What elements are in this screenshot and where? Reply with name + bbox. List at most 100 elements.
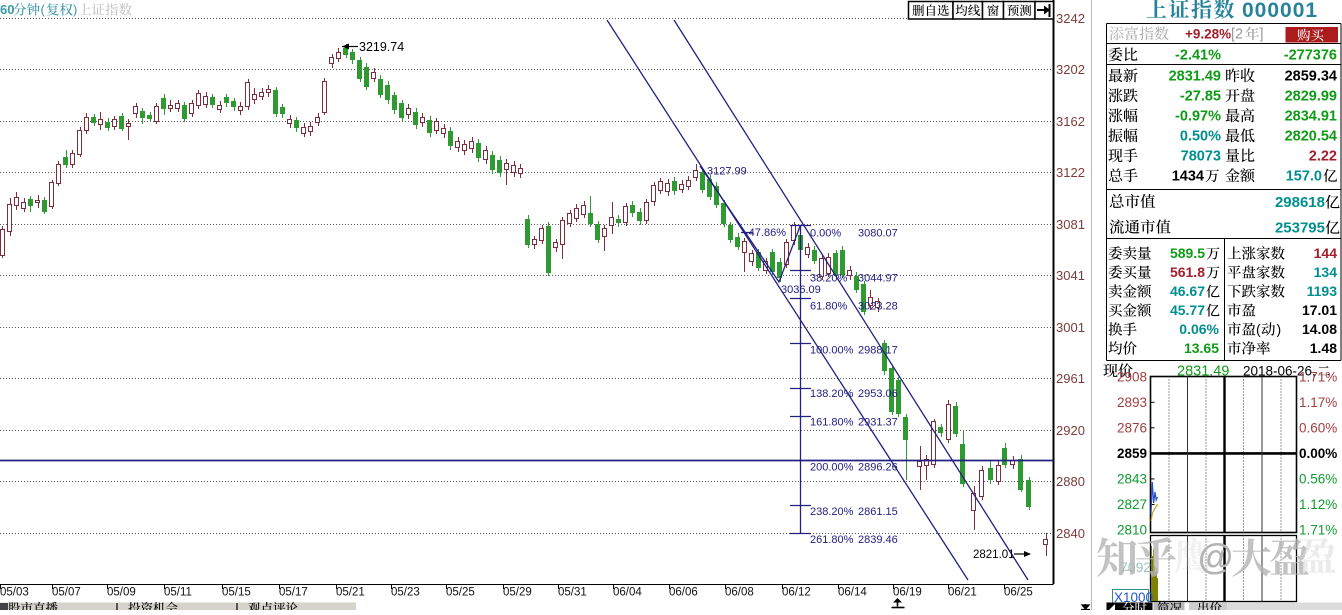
svg-text:45.77: 45.77 <box>1170 302 1205 318</box>
svg-text:3041: 3041 <box>1056 268 1085 283</box>
svg-text:2876: 2876 <box>1117 420 1147 435</box>
svg-text:06/08: 06/08 <box>725 587 754 599</box>
svg-text:2880: 2880 <box>1056 474 1085 489</box>
svg-text:3219.74: 3219.74 <box>359 40 404 54</box>
svg-text:1.12%: 1.12% <box>1299 497 1337 512</box>
svg-text:06/21: 06/21 <box>948 587 977 599</box>
svg-text:3001: 3001 <box>1056 320 1085 335</box>
svg-text:05/21: 05/21 <box>336 587 365 599</box>
svg-text:3202: 3202 <box>1056 62 1085 77</box>
svg-text:298618: 298618 <box>1275 194 1325 211</box>
svg-text:261.80%: 261.80% <box>810 534 854 546</box>
svg-text:05/07: 05/07 <box>52 587 81 599</box>
svg-text:(: ( <box>41 2 46 17</box>
svg-text:3036.09: 3036.09 <box>781 284 821 296</box>
svg-text:3127.99: 3127.99 <box>707 166 747 178</box>
svg-text:2.22: 2.22 <box>1309 149 1337 165</box>
svg-text:-27.85: -27.85 <box>1180 89 1221 105</box>
svg-text:1.17%: 1.17% <box>1299 395 1337 410</box>
svg-text:06/19: 06/19 <box>893 587 922 599</box>
svg-text:X1000: X1000 <box>1114 590 1153 605</box>
svg-text:05/17: 05/17 <box>279 587 308 599</box>
svg-text:157.0: 157.0 <box>1286 169 1322 185</box>
svg-text:46.67: 46.67 <box>1170 283 1205 299</box>
svg-text:17.01: 17.01 <box>1302 302 1337 318</box>
svg-text:14.08: 14.08 <box>1302 321 1337 337</box>
svg-text:-277376: -277376 <box>1284 48 1337 64</box>
svg-text:(: ( <box>1256 321 1261 337</box>
svg-text:06/25: 06/25 <box>1004 587 1033 599</box>
svg-text:3044.97: 3044.97 <box>858 273 898 285</box>
svg-text:000001: 000001 <box>1242 0 1318 22</box>
svg-text:-47.86%: -47.86% <box>745 227 786 239</box>
svg-text:253795: 253795 <box>1275 220 1325 237</box>
svg-text:1193: 1193 <box>1307 283 1338 299</box>
svg-text:0.00%: 0.00% <box>810 228 841 240</box>
svg-text:2908: 2908 <box>1117 370 1147 385</box>
svg-text:60: 60 <box>0 2 14 17</box>
svg-text:134: 134 <box>1314 264 1338 280</box>
svg-text:2831.49: 2831.49 <box>1169 69 1221 85</box>
svg-text:2893: 2893 <box>1117 395 1147 410</box>
svg-text:2859.34: 2859.34 <box>1285 69 1337 85</box>
svg-text:05/03: 05/03 <box>0 587 29 599</box>
svg-text:05/15: 05/15 <box>222 587 251 599</box>
svg-text:05/11: 05/11 <box>164 587 192 599</box>
svg-text:1.71%: 1.71% <box>1299 370 1337 385</box>
svg-text:3242: 3242 <box>1056 11 1085 26</box>
svg-text:2820.54: 2820.54 <box>1285 129 1337 145</box>
svg-text:78073: 78073 <box>1181 149 1221 165</box>
svg-text:2920: 2920 <box>1056 423 1085 438</box>
svg-text:06/04: 06/04 <box>613 587 642 599</box>
svg-text:100.00%: 100.00% <box>810 345 854 357</box>
svg-text:-2.41%: -2.41% <box>1175 48 1221 64</box>
svg-text:[2: [2 <box>1231 27 1243 43</box>
svg-text:06/12: 06/12 <box>782 587 811 599</box>
svg-text:3080.07: 3080.07 <box>858 228 898 240</box>
svg-text:05/09: 05/09 <box>107 587 136 599</box>
svg-text:2810: 2810 <box>1117 523 1147 538</box>
svg-text:2018-06-26,: 2018-06-26, <box>1243 364 1316 379</box>
svg-text:): ) <box>73 2 77 17</box>
svg-text:-0.97%: -0.97% <box>1175 109 1221 125</box>
svg-text:2861.15: 2861.15 <box>858 506 898 518</box>
svg-text:): ) <box>1277 321 1282 337</box>
svg-text:2961: 2961 <box>1056 371 1085 386</box>
svg-text:38.20%: 38.20% <box>810 273 848 285</box>
svg-text:3023.28: 3023.28 <box>858 301 898 313</box>
svg-text:2931.37: 2931.37 <box>858 417 898 429</box>
svg-text:05/29: 05/29 <box>503 587 532 599</box>
svg-text:561.8: 561.8 <box>1170 264 1205 280</box>
svg-text:200.00%: 200.00% <box>810 462 854 474</box>
svg-text:0.56%: 0.56% <box>1299 471 1337 486</box>
svg-text:13.65: 13.65 <box>1184 340 1219 356</box>
svg-text:2988.17: 2988.17 <box>858 345 898 357</box>
svg-text:2843: 2843 <box>1117 471 1147 486</box>
svg-text:0.50%: 0.50% <box>1180 129 1221 145</box>
svg-text:7092: 7092 <box>1120 559 1151 575</box>
svg-text:3081: 3081 <box>1056 217 1085 232</box>
svg-text:2840: 2840 <box>1056 526 1085 541</box>
svg-text:2827: 2827 <box>1117 497 1147 512</box>
svg-text:144: 144 <box>1314 245 1338 261</box>
svg-text:1.48: 1.48 <box>1310 340 1337 356</box>
svg-text:2829.99: 2829.99 <box>1285 89 1337 105</box>
svg-text:06/14: 06/14 <box>838 587 867 599</box>
svg-text:05/25: 05/25 <box>446 587 475 599</box>
svg-text:0.06%: 0.06% <box>1179 321 1219 337</box>
svg-text:2839.46: 2839.46 <box>858 534 898 546</box>
svg-text:589.5: 589.5 <box>1170 245 1205 261</box>
svg-text:2831.49: 2831.49 <box>1177 364 1229 380</box>
svg-text:1.71%: 1.71% <box>1299 523 1337 538</box>
svg-text:2953.06: 2953.06 <box>858 388 898 400</box>
svg-text:3162: 3162 <box>1056 114 1085 129</box>
svg-text:2859: 2859 <box>1117 446 1147 461</box>
svg-text:2821.01: 2821.01 <box>973 549 1015 561</box>
svg-text:+9.28%: +9.28% <box>1185 27 1231 42</box>
svg-text:06/06: 06/06 <box>669 587 698 599</box>
svg-text:]: ] <box>1260 27 1264 43</box>
svg-text:2834.91: 2834.91 <box>1285 109 1337 125</box>
svg-text:1434: 1434 <box>1172 169 1204 185</box>
svg-text:@: @ <box>1198 536 1233 577</box>
svg-text:3122: 3122 <box>1056 165 1085 180</box>
